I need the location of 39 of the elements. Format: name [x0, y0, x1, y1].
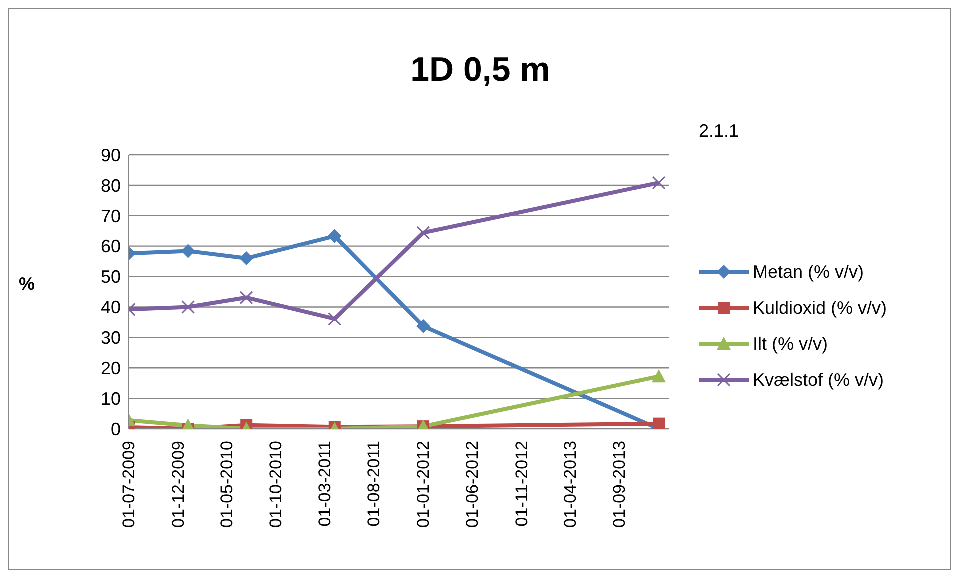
point	[416, 319, 430, 334]
y-tick-label: 80	[100, 176, 121, 196]
y-tick-label: 70	[100, 206, 121, 226]
point	[652, 176, 666, 190]
point	[652, 370, 666, 383]
y-tick-label: 30	[100, 328, 121, 348]
point	[181, 244, 196, 258]
point	[653, 418, 666, 429]
point	[240, 252, 254, 266]
chart-title: 1D 0,5 m	[410, 51, 552, 90]
y-tick-label: 50	[100, 267, 121, 288]
x-tick-label: 01-05-2010	[217, 441, 236, 528]
y-tick-label: 0	[110, 419, 121, 440]
y-tick-label: 20	[100, 358, 121, 378]
legend-label: Ilt (% v/v)	[753, 334, 828, 354]
x-tick-label: 01-08-2011	[364, 441, 384, 527]
x-tick-label: 01-09-2013	[610, 441, 630, 528]
y-axis-title: %	[19, 274, 36, 295]
y-tick-label: 60	[100, 236, 121, 257]
y-tick-label: 10	[100, 388, 121, 409]
point	[182, 300, 196, 314]
legend-label: Kvælstof (% v/v)	[753, 370, 884, 390]
x-tick-label: 01-01-2012	[414, 441, 433, 528]
x-tick-label: 01-06-2012	[462, 441, 482, 528]
x-tick-label: 01-12-2009	[168, 441, 188, 528]
point	[328, 312, 342, 326]
point	[240, 291, 254, 305]
point	[328, 229, 342, 244]
y-tick-label: 90	[100, 145, 121, 166]
point	[416, 226, 430, 240]
legend-label: Metan (% v/v)	[753, 262, 864, 282]
text: 2.1.1	[699, 121, 740, 142]
x-tick-label: 01-11-2012	[512, 441, 532, 527]
legend-label: Kuldioxid (% v/v)	[753, 298, 888, 318]
x-tick-label: 01-10-2010	[266, 441, 286, 528]
x-tick-label: 01-03-2011	[315, 441, 334, 527]
x-tick-label: 01-07-2009	[120, 441, 138, 528]
y-tick-label: 40	[100, 298, 121, 318]
x-tick-label: 01-04-2013	[560, 441, 580, 528]
